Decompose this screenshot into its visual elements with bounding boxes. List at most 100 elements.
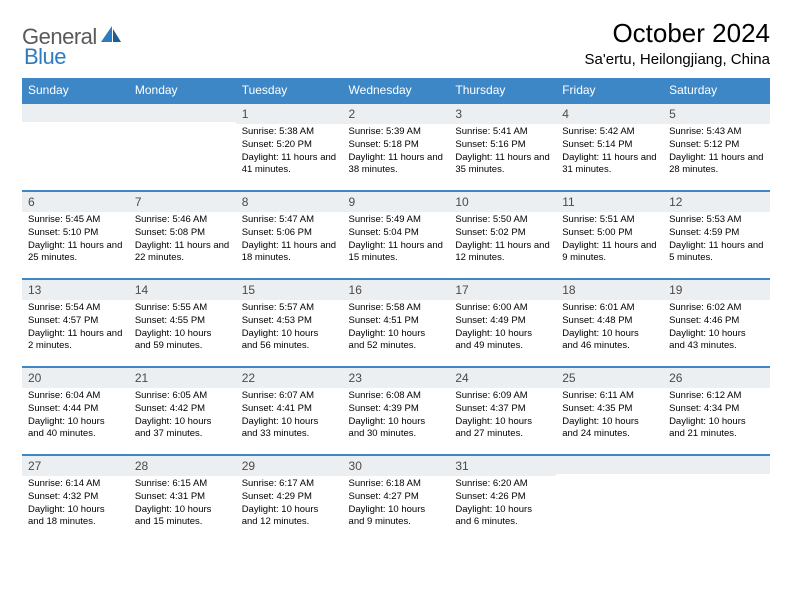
- day-line: Daylight: 11 hours and 22 minutes.: [135, 240, 230, 266]
- day-number: 20: [22, 368, 129, 388]
- brand-sail-icon: [101, 26, 123, 47]
- day-number: [129, 104, 236, 122]
- day-number: 5: [663, 104, 770, 124]
- calendar-day-cell: [663, 454, 770, 542]
- calendar-day-cell: 4Sunrise: 5:42 AMSunset: 5:14 PMDaylight…: [556, 102, 663, 190]
- day-number-bar: 5: [663, 102, 770, 124]
- day-line: Sunset: 4:59 PM: [669, 227, 764, 240]
- day-number-bar: 6: [22, 190, 129, 212]
- day-line: Daylight: 10 hours and 40 minutes.: [28, 416, 123, 442]
- day-line: Sunrise: 5:57 AM: [242, 302, 337, 315]
- weekday-header: Thursday: [449, 78, 556, 102]
- day-number: 27: [22, 456, 129, 476]
- day-number-bar: 22: [236, 366, 343, 388]
- day-line: Sunrise: 6:02 AM: [669, 302, 764, 315]
- day-number-bar: 30: [343, 454, 450, 476]
- day-content: Sunrise: 6:00 AMSunset: 4:49 PMDaylight:…: [449, 300, 556, 357]
- day-number: 19: [663, 280, 770, 300]
- day-content: Sunrise: 6:15 AMSunset: 4:31 PMDaylight:…: [129, 476, 236, 533]
- header: General October 2024 Sa'ertu, Heilongjia…: [22, 18, 770, 68]
- day-content: Sunrise: 6:07 AMSunset: 4:41 PMDaylight:…: [236, 388, 343, 445]
- weekday-header: Wednesday: [343, 78, 450, 102]
- day-number: [663, 456, 770, 474]
- day-content: Sunrise: 6:01 AMSunset: 4:48 PMDaylight:…: [556, 300, 663, 357]
- day-line: Sunset: 4:34 PM: [669, 403, 764, 416]
- day-number-bar: 4: [556, 102, 663, 124]
- day-number-bar: 18: [556, 278, 663, 300]
- day-content: [129, 122, 236, 128]
- day-number: 11: [556, 192, 663, 212]
- day-line: Sunset: 5:12 PM: [669, 139, 764, 152]
- day-number: 21: [129, 368, 236, 388]
- day-line: Sunrise: 6:05 AM: [135, 390, 230, 403]
- day-content: Sunrise: 6:02 AMSunset: 4:46 PMDaylight:…: [663, 300, 770, 357]
- day-line: Sunset: 5:06 PM: [242, 227, 337, 240]
- day-line: Daylight: 11 hours and 28 minutes.: [669, 152, 764, 178]
- day-content: Sunrise: 5:42 AMSunset: 5:14 PMDaylight:…: [556, 124, 663, 181]
- day-line: Sunrise: 5:54 AM: [28, 302, 123, 315]
- day-content: Sunrise: 6:05 AMSunset: 4:42 PMDaylight:…: [129, 388, 236, 445]
- day-line: Daylight: 10 hours and 43 minutes.: [669, 328, 764, 354]
- calendar-day-cell: 25Sunrise: 6:11 AMSunset: 4:35 PMDayligh…: [556, 366, 663, 454]
- day-line: Sunset: 4:32 PM: [28, 491, 123, 504]
- calendar-week-row: 20Sunrise: 6:04 AMSunset: 4:44 PMDayligh…: [22, 366, 770, 454]
- day-number: 4: [556, 104, 663, 124]
- day-line: Sunset: 4:51 PM: [349, 315, 444, 328]
- day-number-bar: 20: [22, 366, 129, 388]
- day-number-bar: 23: [343, 366, 450, 388]
- day-line: Sunrise: 6:00 AM: [455, 302, 550, 315]
- calendar-day-cell: 15Sunrise: 5:57 AMSunset: 4:53 PMDayligh…: [236, 278, 343, 366]
- day-number: 15: [236, 280, 343, 300]
- day-number-bar: 10: [449, 190, 556, 212]
- day-line: Daylight: 11 hours and 18 minutes.: [242, 240, 337, 266]
- day-number-bar: 21: [129, 366, 236, 388]
- day-line: Sunrise: 6:04 AM: [28, 390, 123, 403]
- day-number-bar: [556, 454, 663, 474]
- day-line: Daylight: 11 hours and 41 minutes.: [242, 152, 337, 178]
- day-number-bar: 11: [556, 190, 663, 212]
- day-number-bar: 12: [663, 190, 770, 212]
- weekday-header-row: Sunday Monday Tuesday Wednesday Thursday…: [22, 78, 770, 102]
- day-line: Sunrise: 5:43 AM: [669, 126, 764, 139]
- day-number-bar: 14: [129, 278, 236, 300]
- day-content: [663, 474, 770, 480]
- day-line: Sunrise: 5:49 AM: [349, 214, 444, 227]
- day-content: Sunrise: 5:45 AMSunset: 5:10 PMDaylight:…: [22, 212, 129, 269]
- day-number-bar: 1: [236, 102, 343, 124]
- calendar-day-cell: 10Sunrise: 5:50 AMSunset: 5:02 PMDayligh…: [449, 190, 556, 278]
- day-number: 26: [663, 368, 770, 388]
- day-line: Daylight: 11 hours and 12 minutes.: [455, 240, 550, 266]
- day-number: 16: [343, 280, 450, 300]
- day-line: Sunset: 5:20 PM: [242, 139, 337, 152]
- day-number-bar: 19: [663, 278, 770, 300]
- day-number: 25: [556, 368, 663, 388]
- day-line: Sunset: 4:46 PM: [669, 315, 764, 328]
- day-line: Sunrise: 5:45 AM: [28, 214, 123, 227]
- day-line: Sunrise: 6:15 AM: [135, 478, 230, 491]
- day-line: Sunset: 4:29 PM: [242, 491, 337, 504]
- day-line: Sunset: 4:37 PM: [455, 403, 550, 416]
- day-line: Daylight: 10 hours and 15 minutes.: [135, 504, 230, 530]
- day-content: Sunrise: 5:46 AMSunset: 5:08 PMDaylight:…: [129, 212, 236, 269]
- day-content: Sunrise: 5:39 AMSunset: 5:18 PMDaylight:…: [343, 124, 450, 181]
- day-line: Sunset: 4:53 PM: [242, 315, 337, 328]
- calendar-day-cell: 28Sunrise: 6:15 AMSunset: 4:31 PMDayligh…: [129, 454, 236, 542]
- day-number: [22, 104, 129, 122]
- day-line: Sunset: 4:49 PM: [455, 315, 550, 328]
- calendar-day-cell: 5 Sunrise: 5:43 AMSunset: 5:12 PMDaylight…: [663, 102, 770, 190]
- day-content: Sunrise: 5:41 AMSunset: 5:16 PMDaylight:…: [449, 124, 556, 181]
- calendar-day-cell: 30Sunrise: 6:18 AMSunset: 4:27 PMDayligh…: [343, 454, 450, 542]
- calendar-day-cell: 7Sunrise: 5:46 AMSunset: 5:08 PMDaylight…: [129, 190, 236, 278]
- day-number-bar: 25: [556, 366, 663, 388]
- day-line: Daylight: 11 hours and 25 minutes.: [28, 240, 123, 266]
- day-number: 23: [343, 368, 450, 388]
- day-content: Sunrise: 5:49 AMSunset: 5:04 PMDaylight:…: [343, 212, 450, 269]
- day-line: Sunset: 5:02 PM: [455, 227, 550, 240]
- day-number: 3: [449, 104, 556, 124]
- day-number: 29: [236, 456, 343, 476]
- day-number: 7: [129, 192, 236, 212]
- day-line: Sunrise: 5:55 AM: [135, 302, 230, 315]
- day-number: 31: [449, 456, 556, 476]
- day-content: Sunrise: 6:09 AMSunset: 4:37 PMDaylight:…: [449, 388, 556, 445]
- calendar-day-cell: 14Sunrise: 5:55 AMSunset: 4:55 PMDayligh…: [129, 278, 236, 366]
